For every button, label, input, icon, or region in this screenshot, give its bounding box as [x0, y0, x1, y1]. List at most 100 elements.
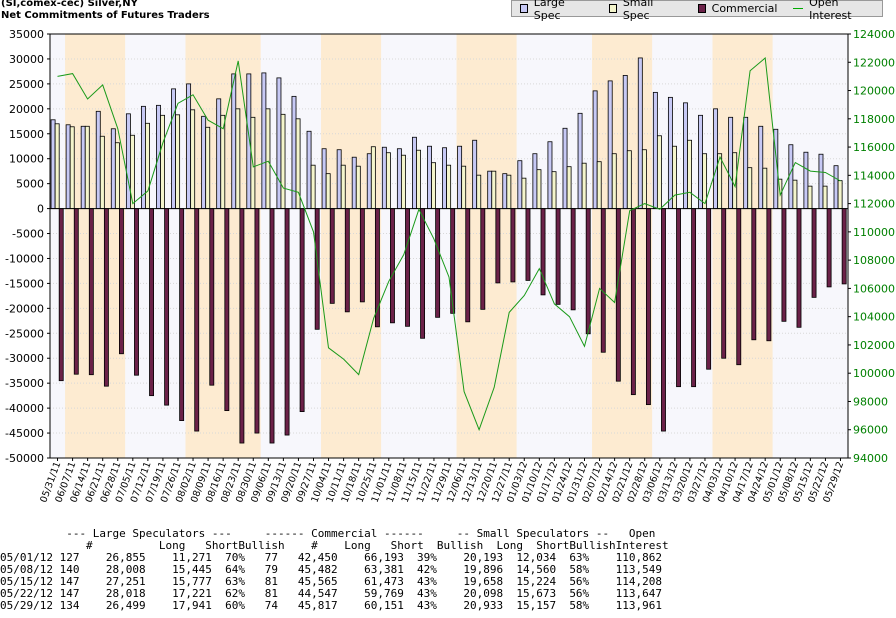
right-axis-label: 112000	[853, 198, 895, 211]
commercial-bar	[585, 208, 591, 335]
right-axis-label: 122000	[853, 56, 895, 69]
table-cell: 66,193	[364, 551, 404, 564]
legend-swatch-small-spec	[609, 4, 617, 13]
left-axis-label: 5000	[16, 178, 44, 191]
table-cell: 81	[264, 575, 279, 588]
commercial-bar	[88, 208, 94, 376]
right-axis-label: 102000	[853, 339, 895, 352]
table-cell: 20,193	[463, 551, 504, 564]
left-axis-label: 20000	[9, 103, 44, 116]
small-spec-bar	[506, 174, 512, 209]
large-spec-bar	[758, 125, 764, 209]
large-spec-bar	[110, 128, 116, 209]
right-axis-label: 94000	[853, 452, 888, 465]
large-spec-bar	[562, 127, 568, 209]
table-cell: 56%	[569, 587, 590, 600]
large-spec-bar	[592, 90, 598, 209]
large-spec-bar	[517, 160, 523, 209]
small-spec-bar	[807, 185, 813, 209]
commercial-bar	[239, 208, 245, 444]
table-cell: 140	[59, 563, 80, 576]
table-cell: 19,658	[463, 575, 504, 588]
small-spec-bar	[190, 109, 196, 209]
left-axis-label: -40000	[5, 402, 44, 415]
commercial-bar	[179, 208, 185, 421]
table-cell-date: 05/15/12	[0, 575, 53, 588]
table-cell: 20,098	[463, 587, 504, 600]
commercial-bar	[134, 208, 139, 376]
table-cell: 43%	[417, 575, 437, 588]
small-spec-bar	[235, 108, 241, 209]
left-axis-label: 25000	[9, 78, 44, 91]
left-axis-label: 10000	[9, 153, 44, 166]
commercial-bar	[570, 208, 576, 311]
small-spec-bar	[672, 145, 677, 209]
legend-label-commercial: Commercial	[711, 2, 778, 15]
commercial-bar	[600, 208, 606, 353]
commercial-bar	[661, 208, 666, 432]
large-spec-bar	[728, 116, 734, 209]
table-cell: 74	[264, 599, 279, 612]
commercial-bar	[149, 208, 154, 397]
small-spec-bar	[160, 114, 165, 209]
table-group-large-speculators: --- Large Speculators ---	[59, 527, 232, 540]
small-spec-bar	[370, 146, 376, 209]
table-cell: 45,565	[297, 575, 338, 588]
left-axis-label: 35000	[9, 28, 44, 41]
table-cell: 110,862	[615, 551, 663, 564]
chart-title-line-2: Net Commitments of Futures Traders	[1, 10, 210, 21]
large-spec-bar	[698, 114, 703, 209]
commercial-bar	[390, 208, 395, 324]
small-spec-bar	[641, 149, 647, 209]
commercial-bar	[73, 208, 79, 375]
commercial-bar	[344, 208, 350, 313]
large-spec-bar	[231, 73, 237, 209]
table-cell-date: 05/22/12	[0, 587, 53, 600]
table-column-header: #	[86, 539, 93, 552]
commercial-bar	[119, 208, 124, 355]
right-axis-label: 106000	[853, 282, 895, 295]
small-spec-bar	[491, 170, 497, 209]
table-cell: 17,221	[172, 587, 212, 600]
large-spec-bar	[803, 151, 809, 209]
small-spec-bar	[69, 126, 75, 209]
table-column-header: Bullish	[238, 539, 285, 552]
table-cell: 59,769	[364, 587, 404, 600]
left-axis-label: -35000	[5, 377, 44, 390]
commercial-bar	[224, 208, 230, 412]
large-spec-bar	[125, 113, 131, 209]
legend-item-commercial: Commercial	[697, 2, 778, 15]
table-cell-date: 05/29/12	[0, 599, 53, 612]
large-spec-bar	[216, 98, 222, 209]
right-axis-label: 110000	[853, 226, 895, 239]
right-axis-label: 96000	[853, 424, 888, 437]
left-axis-label: -20000	[5, 302, 44, 315]
commercial-bar	[811, 208, 817, 298]
commercial-bar	[103, 208, 109, 387]
left-axis-label: 15000	[9, 128, 44, 141]
table-cell: 62%	[225, 587, 245, 600]
table-cell: 42%	[417, 563, 437, 576]
table-cell: 113,549	[615, 563, 663, 576]
left-axis-label: -50000	[5, 452, 44, 465]
large-spec-bar	[818, 153, 824, 209]
table-cell: 127	[59, 551, 80, 564]
small-spec-bar	[626, 150, 632, 209]
small-spec-bar	[280, 113, 286, 209]
legend-line-open-interest	[793, 8, 804, 9]
table-group-commercial: ------ Commercial ------	[264, 527, 424, 540]
table-cell: 27,251	[105, 575, 146, 588]
large-spec-bar	[321, 148, 327, 209]
table-column-header: #	[311, 539, 318, 552]
table-cell: 81	[264, 587, 279, 600]
table-column-header: Interest	[615, 539, 669, 552]
legend-label-open-interest: Open Interest	[809, 0, 852, 22]
table-cell: 28,008	[105, 563, 146, 576]
table-column-header: Long	[496, 539, 524, 552]
table-cell: 147	[59, 587, 80, 600]
large-spec-bar	[833, 165, 839, 209]
small-spec-bar	[822, 185, 828, 209]
small-spec-bar	[310, 164, 316, 209]
large-spec-bar	[457, 145, 463, 209]
commercial-bar	[284, 208, 290, 436]
